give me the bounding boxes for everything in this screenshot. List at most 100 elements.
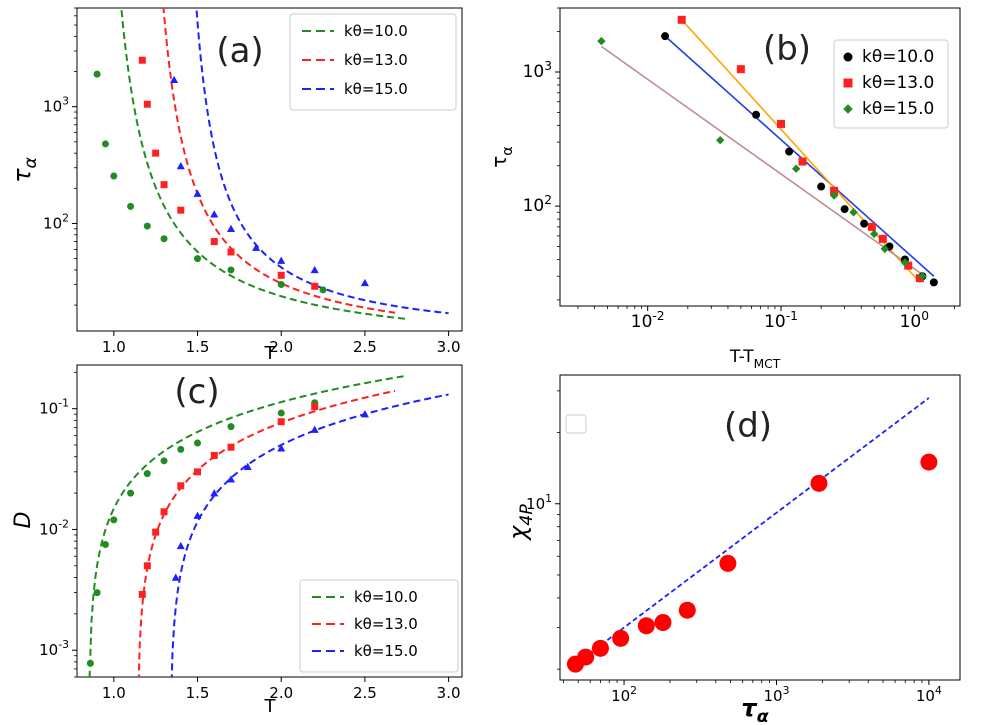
x-tick-label: 3.0 xyxy=(437,684,461,702)
data-point xyxy=(176,162,185,170)
data-point xyxy=(210,238,218,246)
data-point xyxy=(227,248,235,256)
y-tick-label: 10-2 xyxy=(39,517,69,538)
x-tick-label: 1.0 xyxy=(102,684,126,702)
x-tick-label: 2.5 xyxy=(353,338,377,356)
data-point xyxy=(719,554,737,572)
legend-label: kθ=15.0 xyxy=(354,642,418,660)
data-point xyxy=(143,470,151,478)
data-point xyxy=(176,541,185,550)
data-point xyxy=(138,56,146,64)
legend-box xyxy=(565,414,587,434)
data-point xyxy=(143,100,151,108)
data-point xyxy=(194,255,202,263)
data-point xyxy=(170,75,179,83)
data-point xyxy=(311,282,319,290)
x-axis-label: T-TMCT xyxy=(729,347,781,371)
data-point xyxy=(110,172,118,180)
axes-frame xyxy=(76,364,463,678)
data-point xyxy=(929,278,938,287)
data-point xyxy=(277,409,285,417)
data-point xyxy=(792,164,801,173)
data-point xyxy=(716,136,725,145)
data-point xyxy=(277,281,285,289)
x-tick-label: 104 xyxy=(916,684,942,705)
data-point xyxy=(918,272,927,281)
data-point xyxy=(127,489,135,497)
data-point xyxy=(612,629,630,647)
data-point xyxy=(920,453,938,471)
data-point xyxy=(252,243,261,251)
data-point xyxy=(152,149,160,157)
x-axis-label: T xyxy=(264,696,277,717)
data-point xyxy=(311,403,319,411)
data-point xyxy=(900,258,910,267)
data-point xyxy=(101,541,109,549)
data-point xyxy=(143,222,151,230)
data-point xyxy=(177,445,185,453)
y-tick-label: 103 xyxy=(523,59,552,82)
y-tick-label: 102 xyxy=(43,211,69,232)
data-point xyxy=(160,181,168,189)
data-point xyxy=(870,229,879,239)
y-tick-label: 102 xyxy=(523,193,552,216)
legend-label: kθ=13.0 xyxy=(862,73,934,93)
x-tick-label: 2.5 xyxy=(353,684,377,702)
data-point xyxy=(310,425,319,433)
data-point xyxy=(243,462,252,471)
data-point xyxy=(360,410,369,418)
data-point xyxy=(277,256,286,264)
panel-label: (d) xyxy=(724,406,772,446)
y-axis-label: χ4P xyxy=(504,504,537,542)
data-point xyxy=(637,617,655,635)
data-point xyxy=(843,78,853,88)
x-tick-label: 2.0 xyxy=(269,338,293,356)
data-point xyxy=(210,210,219,218)
data-point xyxy=(591,639,609,657)
legend-box xyxy=(299,579,459,673)
fit-curve xyxy=(88,374,407,677)
data-point xyxy=(110,516,118,524)
data-point xyxy=(829,191,839,200)
panel-label: (b) xyxy=(763,29,811,69)
plot-area xyxy=(86,374,449,677)
legend-label: kθ=13.0 xyxy=(354,615,418,633)
data-point xyxy=(177,482,185,490)
data-point xyxy=(177,206,185,214)
data-point xyxy=(194,468,202,476)
data-point xyxy=(785,147,794,156)
data-point xyxy=(138,590,146,598)
data-point xyxy=(830,186,839,195)
x-tick-label: 100 xyxy=(900,309,929,332)
data-point xyxy=(93,70,101,78)
data-point xyxy=(752,110,761,119)
axes-frame xyxy=(76,7,463,332)
x-tick-label: 1.5 xyxy=(186,684,210,702)
data-point xyxy=(160,457,168,465)
y-tick-label: 10-3 xyxy=(39,638,69,659)
legend-label: kθ=10.0 xyxy=(354,588,418,606)
data-point xyxy=(210,451,218,459)
data-point xyxy=(193,511,202,519)
fit-line xyxy=(664,35,935,277)
data-point xyxy=(867,222,876,231)
data-point xyxy=(777,119,786,128)
data-point xyxy=(210,489,219,497)
data-point xyxy=(171,573,180,581)
data-point xyxy=(193,189,202,197)
panel-label: (c) xyxy=(174,372,219,412)
data-point xyxy=(160,235,168,243)
plot-area xyxy=(93,8,449,320)
legend-label: kθ=15.0 xyxy=(344,80,408,98)
y-axis-label: τα xyxy=(487,146,516,168)
data-point xyxy=(277,271,285,279)
y-axis-label: D xyxy=(11,512,36,529)
data-point xyxy=(843,104,853,114)
x-tick-label: 102 xyxy=(611,684,637,705)
panel-c: 1.0 1.5 2.0 2.5 3.0 10-3 10-2 10-1 T D (c) kθ=10.0 k… xyxy=(11,364,463,717)
legend-label: kθ=10.0 xyxy=(344,22,408,40)
data-point xyxy=(577,648,595,666)
legend-label: kθ=15.0 xyxy=(862,99,934,119)
